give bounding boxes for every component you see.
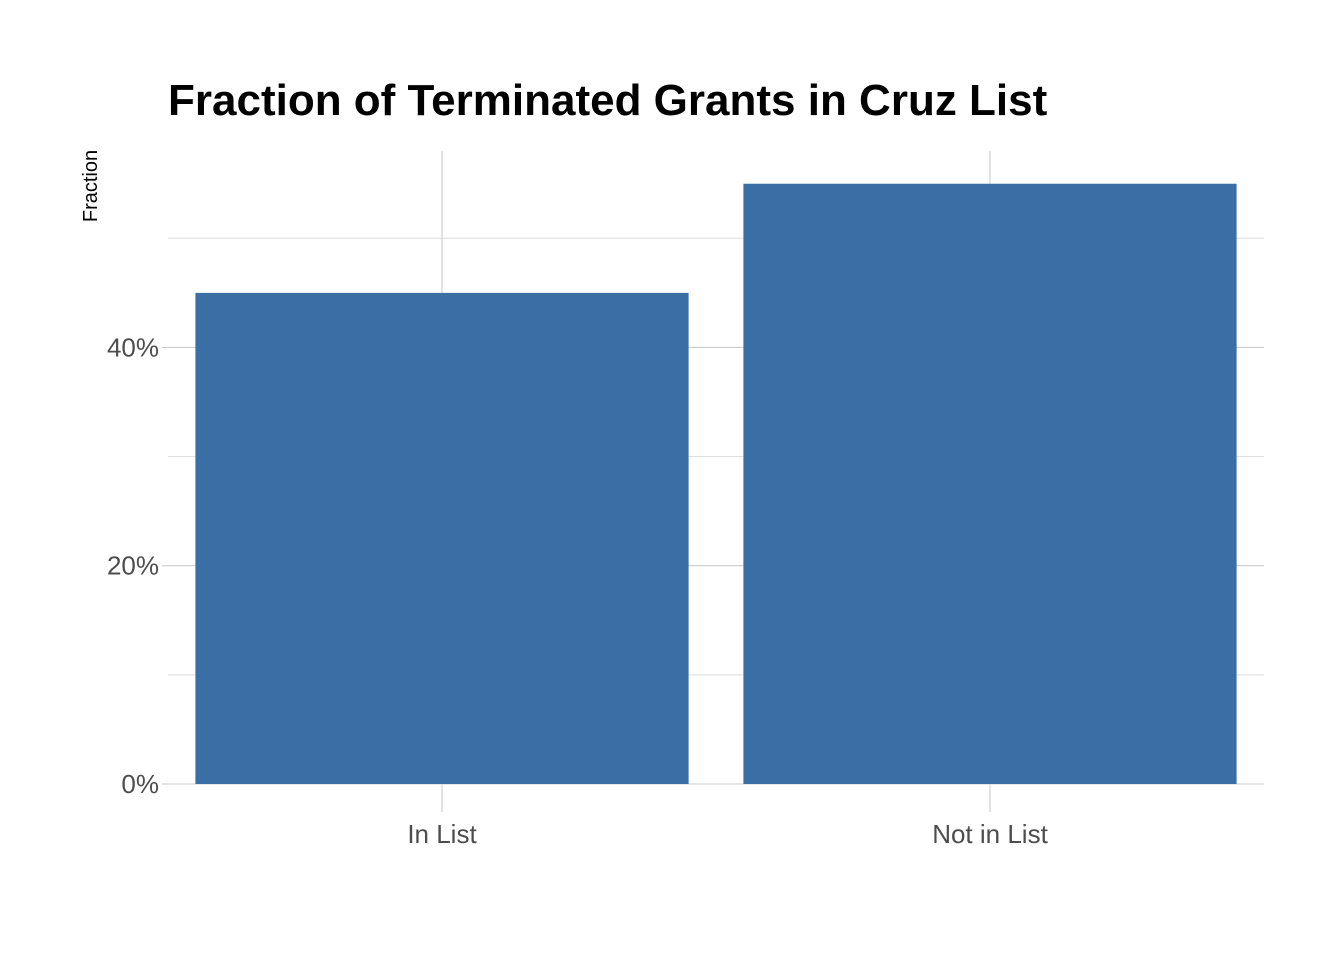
bar-not-in-list [743,183,1237,784]
bar-in-list [195,292,689,784]
y-tick-label: 20% [107,551,159,581]
x-tick-label: Not in List [932,819,1048,849]
y-axis-label: Fraction [80,150,102,222]
x-tick-label: In List [407,819,477,849]
bars-layer [195,183,1237,784]
ticks-layer: 0% 20% 40% In List Not in List [107,332,1049,849]
y-tick-label: 40% [107,332,159,362]
chart-title: Fraction of Terminated Grants in Cruz Li… [168,76,1048,125]
y-tick-label: 0% [121,769,159,799]
